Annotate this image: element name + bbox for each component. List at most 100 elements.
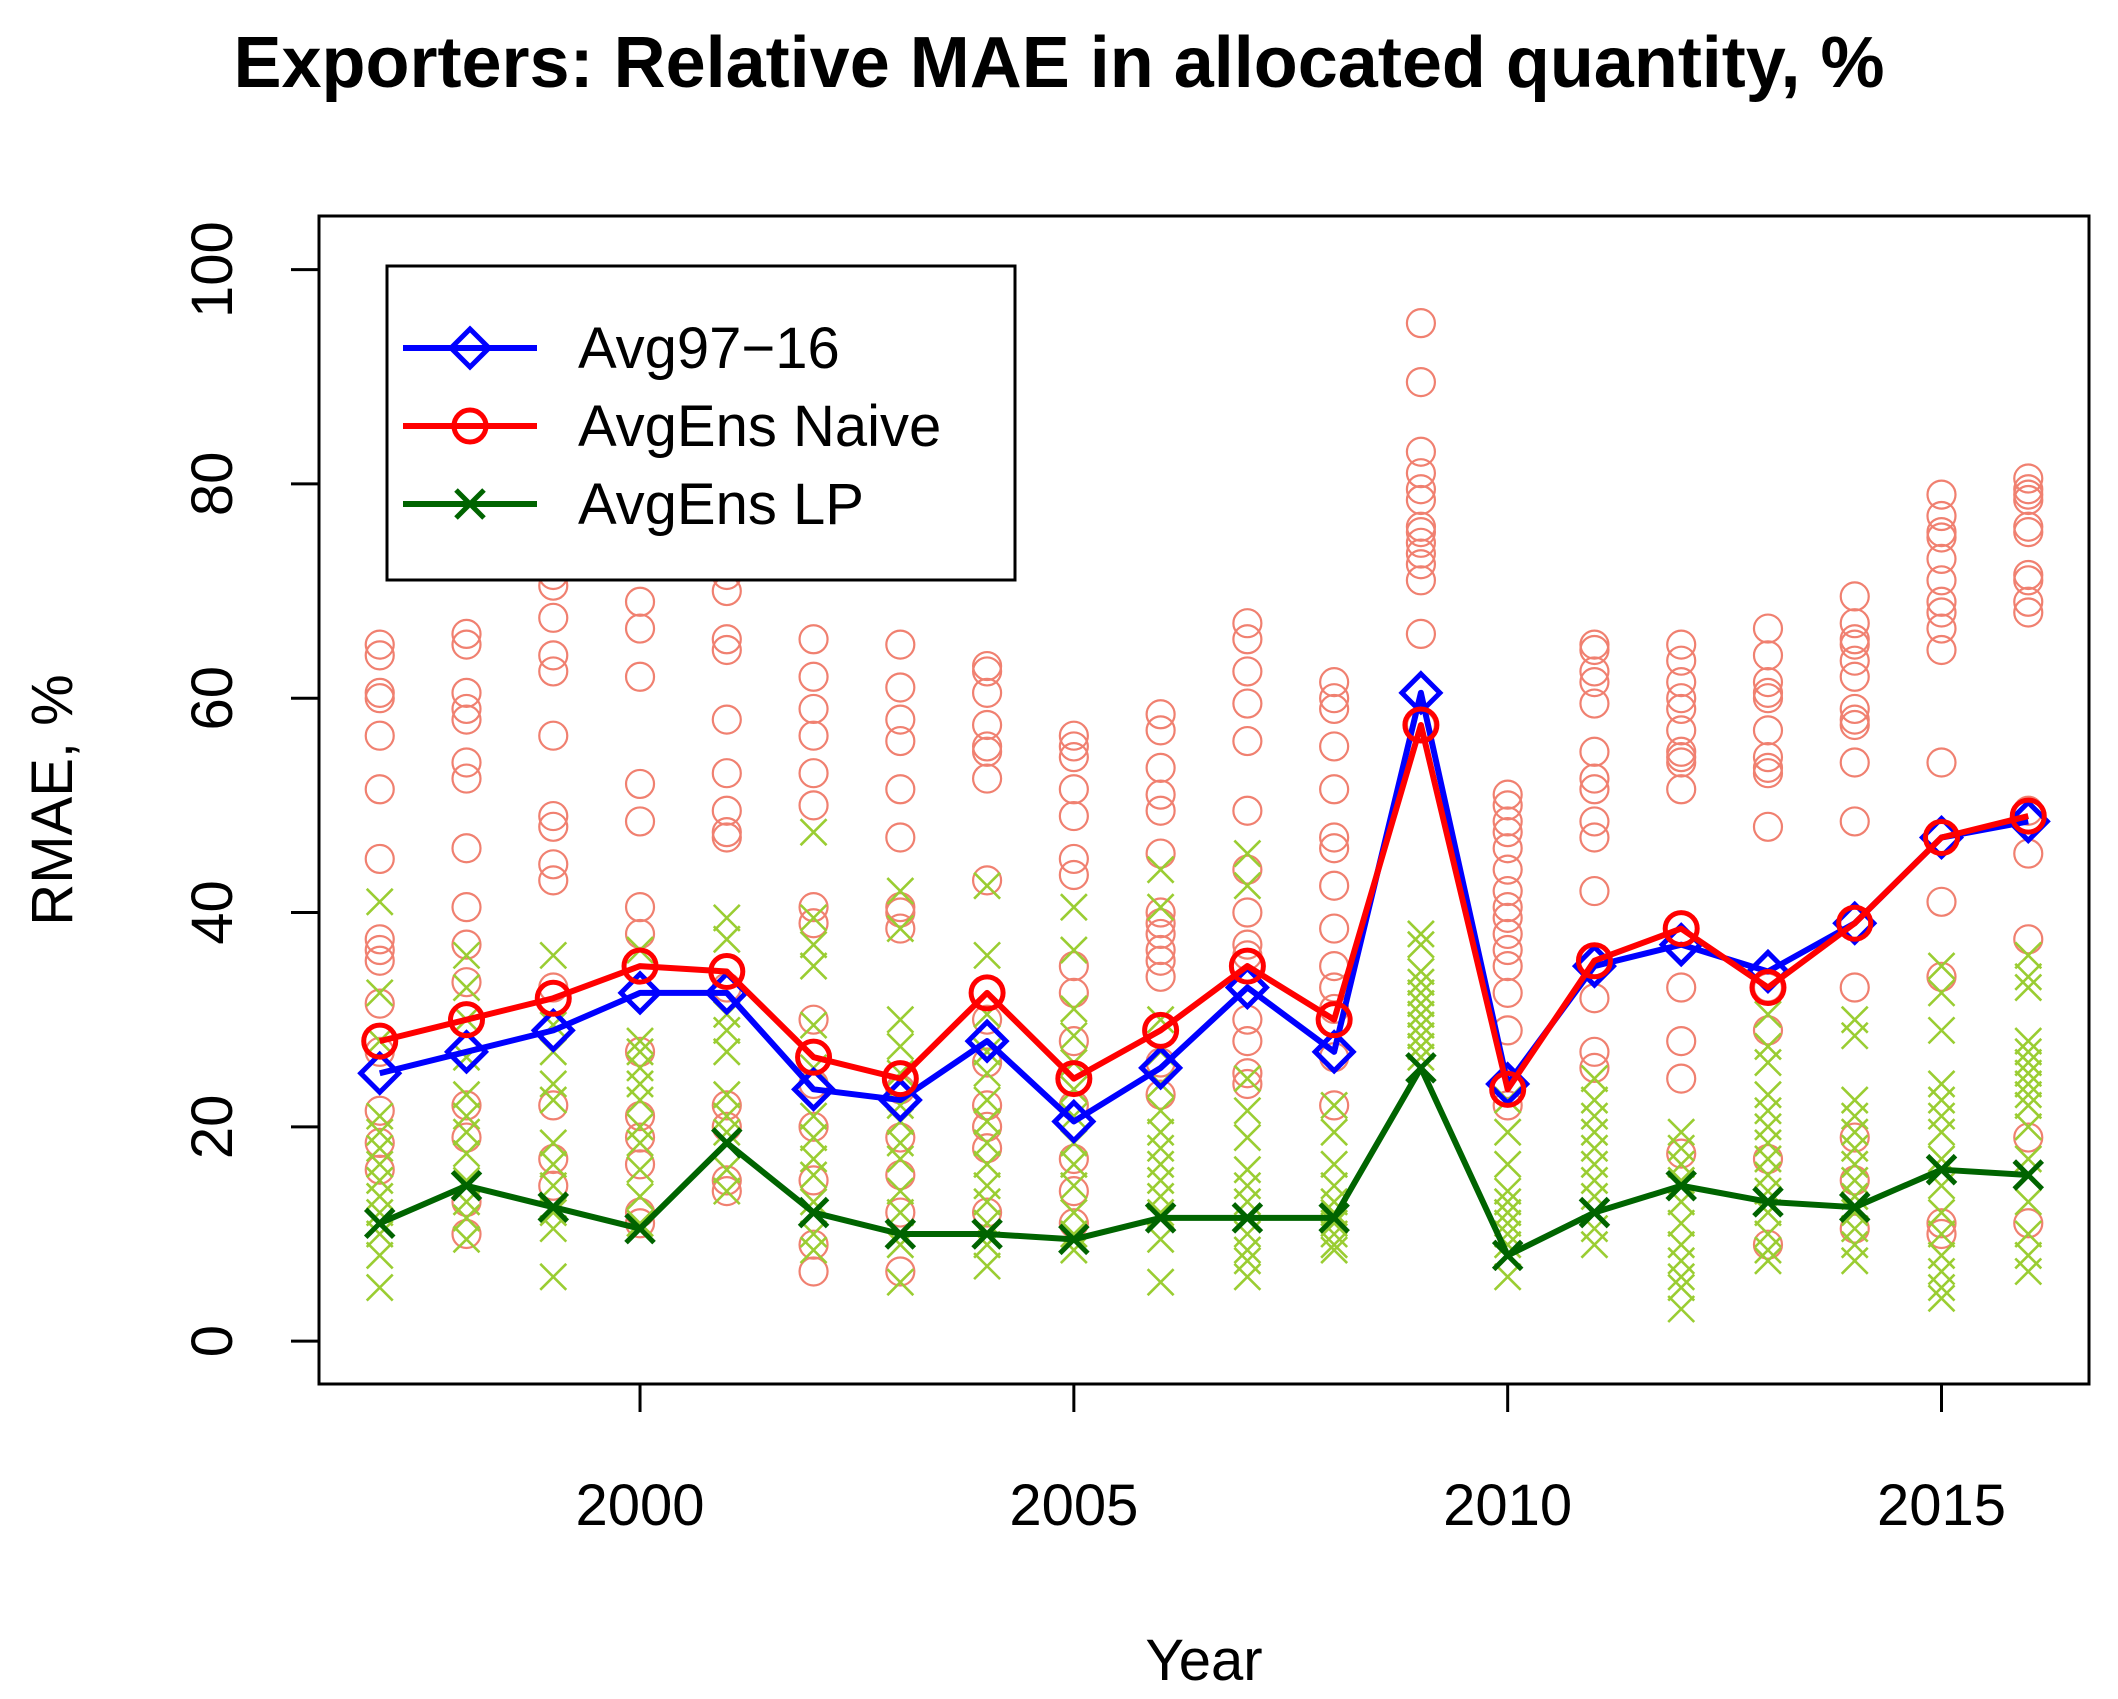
lp-member-point	[799, 930, 828, 959]
lp-member-point	[1840, 1150, 1869, 1179]
lp-member-point	[712, 1016, 741, 1045]
naive-member-point	[624, 661, 656, 692]
naive-member-point	[364, 945, 395, 976]
avgens-lp-point	[971, 1218, 1003, 1250]
lp-member-point	[886, 1032, 915, 1061]
lp-member-point	[365, 978, 394, 1007]
naive-member-point	[798, 1229, 829, 1260]
naive-member-point	[1319, 833, 1350, 864]
lp-member-point	[1406, 978, 1435, 1007]
lp-member-point	[973, 1150, 1002, 1179]
naive-member-point	[1232, 897, 1263, 928]
lp-member-point	[626, 1128, 654, 1157]
y-tick-label: 60	[180, 666, 245, 731]
lp-member-point	[1146, 1005, 1175, 1034]
series-lines-group	[357, 670, 2051, 1272]
naive-member-point	[1232, 656, 1263, 687]
naive-member-point	[798, 908, 829, 939]
lp-member-point	[1493, 1187, 1522, 1216]
naive-member-point	[971, 736, 1003, 767]
naive-member-point	[1319, 822, 1350, 853]
lp-member-point	[1667, 1273, 1696, 1302]
avgens-naive-point	[1836, 904, 1874, 942]
naive-member-point	[364, 640, 395, 671]
lp-member-point	[973, 1171, 1002, 1200]
naive-member-point	[538, 602, 569, 633]
lp-member-point	[1146, 1134, 1175, 1163]
lp-member-point	[1754, 1000, 1782, 1029]
naive-member-point	[1405, 538, 1437, 569]
naive-member-point	[1666, 693, 1697, 725]
lp-member-point	[2014, 941, 2043, 970]
naive-member-point	[1926, 747, 1957, 778]
lp-member-point	[886, 1145, 915, 1173]
naive-member-point	[885, 629, 916, 660]
lp-member-point	[799, 903, 828, 932]
lp-member-point	[799, 1236, 828, 1264]
lp-member-point	[1059, 1021, 1088, 1050]
naive-member-point	[1145, 918, 1176, 950]
naive-member-point	[885, 1122, 916, 1153]
naive-member-point	[1926, 543, 1957, 574]
naive-member-point	[1839, 972, 1870, 1003]
avgens-lp-point	[1231, 1202, 1264, 1234]
naive-member-point	[971, 1133, 1003, 1164]
naive-member-point	[971, 865, 1003, 896]
lp-member-point	[1754, 1032, 1782, 1061]
naive-member-point	[971, 1197, 1003, 1228]
x-tick-label: 2010	[1443, 1473, 1572, 1538]
naive-member-point	[364, 629, 395, 660]
naive-member-point	[798, 661, 829, 692]
naive-member-point	[1492, 918, 1523, 950]
lp-member-point	[539, 1070, 568, 1098]
naive-member-point	[451, 929, 482, 960]
lp-member-point	[2014, 962, 2043, 991]
lp-member-point	[886, 877, 915, 906]
lp-member-point	[1754, 1112, 1782, 1141]
naive-member-point	[1839, 581, 1870, 612]
lp-member-point	[1233, 839, 1262, 868]
lp-member-point	[539, 1214, 568, 1243]
naive-member-point	[1405, 458, 1437, 489]
avg97-16-point	[1571, 943, 1617, 989]
lp-member-point	[1233, 1171, 1262, 1200]
avgens-lp-point	[711, 1127, 743, 1159]
lp-member-point	[1233, 1096, 1262, 1125]
avgens-lp-point	[1405, 1052, 1437, 1084]
lp-member-point	[1580, 1230, 1609, 1259]
naive-member-point	[538, 640, 569, 671]
naive-member-point	[1839, 645, 1870, 676]
naive-member-point	[1579, 634, 1610, 666]
naive-member-point	[1666, 774, 1697, 805]
lp-member-point	[799, 1102, 828, 1131]
lp-member-point	[2014, 1112, 2043, 1141]
naive-member-point	[451, 677, 482, 708]
naive-member-point	[1579, 629, 1610, 660]
naive-member-point	[1926, 500, 1957, 532]
lp-member-point	[365, 1273, 394, 1302]
avg97-16-point	[1311, 1029, 1357, 1075]
lp-member-point	[973, 1187, 1002, 1216]
naive-member-point	[711, 795, 742, 826]
naive-member-point	[1232, 1058, 1263, 1089]
avgens-lp-point	[1752, 1186, 1784, 1218]
naive-member-point	[1839, 806, 1870, 837]
lp-member-point	[799, 1011, 828, 1039]
lp-member-point	[1580, 1118, 1609, 1147]
naive-member-point	[624, 918, 656, 950]
lp-member-point	[1493, 1262, 1522, 1291]
naive-member-point	[971, 1090, 1003, 1121]
naive-member-point	[1579, 688, 1610, 719]
avgens-lp-point	[1665, 1169, 1697, 1202]
naive-member-point	[451, 629, 482, 660]
naive-member-point	[2013, 565, 2044, 596]
chart-title: Exporters: Relative MAE in allocated qua…	[233, 23, 1885, 103]
lp-member-point	[539, 1128, 568, 1157]
lp-member-point	[1233, 1064, 1262, 1093]
lp-member-point	[886, 1198, 915, 1227]
lp-member-point	[1580, 1134, 1609, 1163]
naive-member-point	[624, 1101, 656, 1132]
naive-member-point	[711, 624, 742, 655]
naive-member-point	[1752, 1143, 1784, 1175]
lp-member-point	[539, 941, 568, 970]
